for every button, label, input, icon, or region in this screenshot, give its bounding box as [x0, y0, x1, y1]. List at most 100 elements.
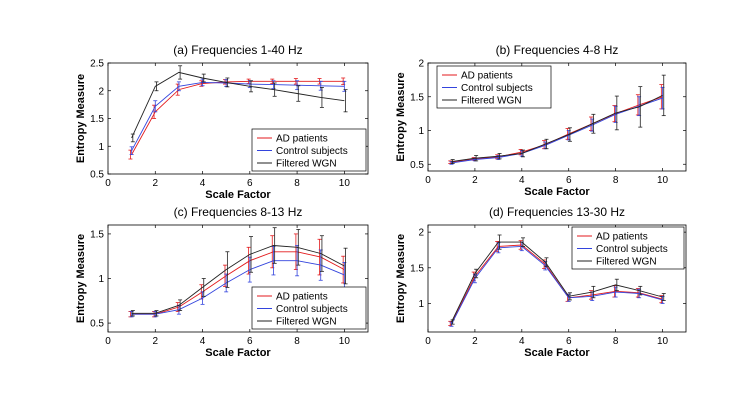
error-bar [567, 127, 572, 142]
y-tick-label: 1.5 [410, 92, 424, 103]
chart-title: (c) Frequencies 8-13 Hz [174, 205, 303, 219]
x-tick-label: 0 [425, 336, 431, 347]
series-line [451, 245, 663, 325]
x-tick-label: 0 [105, 336, 111, 347]
legend-label: Filtered WGN [461, 96, 522, 107]
error-bar [296, 229, 301, 266]
x-tick-label: 6 [566, 175, 572, 186]
legend-label: AD patients [461, 71, 513, 82]
series-line [451, 241, 663, 323]
series-filtered-wgn [450, 234, 666, 325]
error-bar [474, 268, 479, 279]
y-tick-label: 0.5 [410, 160, 424, 171]
error-bar [474, 155, 479, 162]
y-tick-label: 1 [98, 274, 104, 285]
series-control-subjects [129, 78, 347, 155]
y-tick-label: 0.5 [90, 319, 104, 330]
error-bar [614, 278, 619, 292]
error-bar [178, 65, 183, 80]
series-filtered-wgn [130, 65, 348, 143]
y-tick-label: 2 [418, 228, 424, 239]
chart-title: (b) Frequencies 4-8 Hz [496, 43, 619, 57]
error-bar [249, 80, 254, 93]
legend-label: Filtered WGN [276, 159, 337, 170]
x-tick-label: 4 [519, 175, 525, 186]
legend-label: Filtered WGN [596, 257, 657, 268]
chart-panel-3: 0 2 4 6 8 10 0.5 1 1.5 (c) Frequencies 8-13 Hz Sca… [75, 205, 369, 359]
error-bar [638, 285, 643, 296]
chart-panel-4: 0 2 4 6 8 10 1 1.5 2 (d) Frequencies 13-30 Hz Scal… [395, 205, 687, 359]
error-bar [544, 257, 549, 267]
y-tick-label: 2 [98, 86, 104, 97]
series-filtered-wgn [450, 74, 666, 164]
x-tick-label: 0 [105, 178, 111, 189]
legend-label: AD patients [276, 134, 328, 145]
x-tick-label: 6 [247, 336, 253, 347]
error-bar [614, 95, 619, 131]
x-tick-label: 4 [200, 178, 206, 189]
series-line [131, 71, 345, 139]
x-tick-label: 2 [472, 336, 478, 347]
x-tick-label: 8 [613, 175, 619, 186]
y-tick-label: 2 [418, 59, 424, 70]
error-bar [591, 285, 596, 299]
error-bar [201, 278, 206, 297]
error-bar [567, 292, 572, 301]
y-tick-label: 2.5 [90, 59, 104, 70]
x-tick-label: 4 [200, 336, 206, 347]
x-tick-label: 2 [152, 336, 158, 347]
x-tick-label: 10 [657, 336, 669, 347]
y-tick-label: 1.5 [90, 114, 104, 125]
error-bar [130, 133, 135, 143]
error-bar [497, 234, 502, 250]
y-tick-label: 1 [98, 142, 104, 153]
error-bar [154, 310, 159, 317]
error-bar [176, 81, 181, 92]
legend-label: Filtered WGN [276, 317, 337, 328]
series-line [131, 260, 345, 315]
x-tick-label: 10 [339, 336, 351, 347]
error-bar [178, 299, 183, 312]
x-axis-label: Scale Factor [205, 189, 271, 201]
x-tick-label: 2 [152, 178, 158, 189]
chart-title: (d) Frequencies 13-30 Hz [489, 205, 625, 219]
chart-title: (a) Frequencies 1-40 Hz [173, 43, 302, 57]
series-ad-patients [128, 77, 346, 160]
legend-label: AD patients [596, 232, 648, 243]
y-axis-label: Entropy Measure [395, 72, 407, 161]
error-bar [153, 100, 158, 113]
error-bar [272, 82, 277, 97]
x-axis-label: Scale Factor [205, 347, 271, 359]
x-tick-label: 8 [613, 336, 619, 347]
series-line [451, 94, 663, 163]
x-tick-label: 10 [339, 178, 351, 189]
series-line [131, 245, 345, 314]
y-axis-label: Entropy Measure [75, 74, 87, 163]
y-tick-label: 1.5 [410, 263, 424, 274]
error-bar [296, 85, 301, 102]
series-line [131, 80, 345, 155]
legend-label: AD patients [276, 292, 328, 303]
y-tick-label: 0.5 [90, 170, 104, 181]
x-tick-label: 6 [247, 178, 253, 189]
error-bar [130, 310, 135, 317]
error-bar [343, 247, 348, 285]
x-tick-label: 4 [519, 336, 525, 347]
x-tick-label: 2 [472, 175, 478, 186]
error-bar [591, 113, 596, 134]
error-bar [343, 89, 348, 113]
error-bar [638, 86, 643, 128]
error-bar [521, 149, 526, 158]
legend-label: Control subjects [596, 244, 668, 255]
x-tick-label: 8 [294, 336, 300, 347]
legend-label: Control subjects [461, 83, 533, 94]
series-filtered-wgn [130, 227, 348, 317]
error-bar [497, 153, 502, 160]
error-bar [661, 74, 666, 117]
error-bar [661, 293, 666, 302]
